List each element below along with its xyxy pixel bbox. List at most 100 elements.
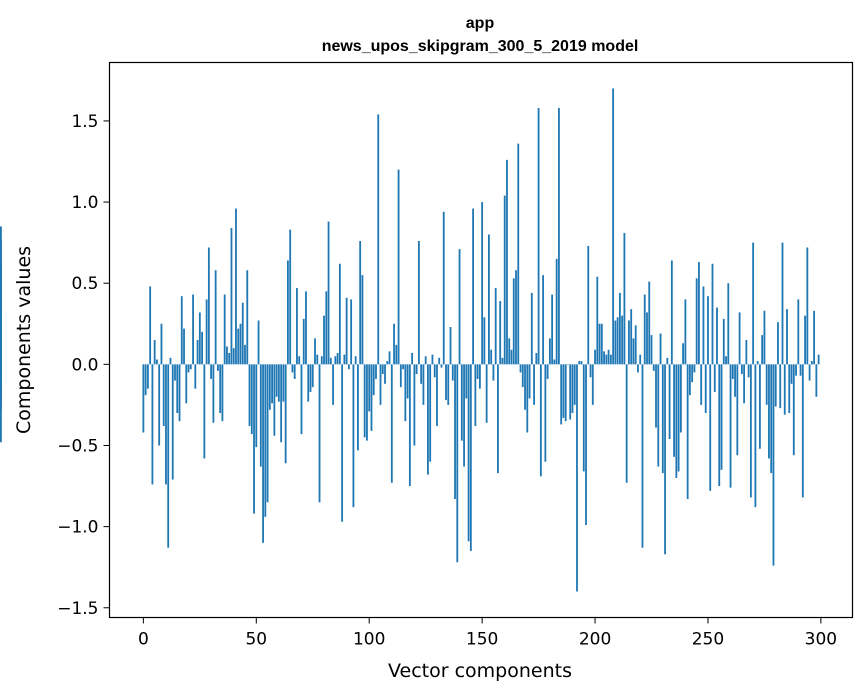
bar-component-99	[366, 364, 368, 441]
bar-component-217	[632, 338, 635, 365]
bar-component-202	[598, 323, 601, 365]
bar-component-299	[817, 354, 820, 365]
y-tick-label: −0.5	[57, 436, 98, 456]
bar-component-262	[734, 364, 736, 397]
bar-component-144	[467, 364, 470, 542]
bar-component-73	[307, 364, 310, 402]
y-tick-label: 1.5	[71, 112, 98, 132]
bar-component-30	[210, 364, 213, 379]
bar-component-141	[460, 364, 463, 441]
bar-component-261	[731, 364, 734, 379]
bar-component-42	[237, 328, 240, 365]
bar-component-277	[768, 364, 770, 459]
bar-component-199	[591, 364, 594, 405]
bar-component-72	[305, 291, 307, 365]
bar-component-200	[594, 349, 596, 365]
bar-component-52	[259, 364, 262, 467]
bar-component-13	[171, 364, 174, 480]
bar-component-245	[695, 278, 698, 365]
bar-component-212	[621, 315, 624, 365]
y-tick-label: −1.5	[57, 599, 98, 619]
bar-component-64	[287, 260, 289, 365]
bar-component-167	[519, 364, 522, 373]
bar-component-181	[551, 294, 554, 365]
bar-component-8	[160, 323, 163, 365]
bar-component-168	[521, 364, 524, 388]
bar-component-23	[194, 364, 197, 389]
bar-component-0	[142, 364, 145, 433]
bar-component-142	[463, 364, 465, 467]
bar-component-284	[783, 364, 786, 415]
bar-component-34	[219, 364, 222, 414]
bar-component-204	[603, 351, 605, 365]
bar-component-39	[230, 228, 233, 365]
chart-subtitle: news_upos_skipgram_300_5_2019 model	[322, 38, 639, 55]
bar-component-260	[729, 364, 732, 488]
bar-component-257	[722, 318, 725, 365]
bar-component-67	[293, 364, 296, 379]
bar-component-233	[668, 364, 671, 439]
bar-component-230	[661, 364, 664, 474]
bar-component-90	[345, 297, 348, 365]
bar-component-161	[506, 159, 508, 365]
bar-component-140	[458, 249, 461, 365]
bar-component-115	[402, 364, 404, 370]
bar-component-20	[187, 364, 190, 373]
bar-component-185	[560, 364, 563, 425]
bar-component-272	[756, 361, 759, 365]
bar-component-241	[686, 364, 689, 500]
bar-component-215	[628, 320, 630, 365]
bar-component-137	[451, 364, 454, 381]
bar-component-177	[542, 275, 545, 365]
bar-component-174	[535, 352, 538, 365]
bar-component-252	[711, 263, 714, 365]
bar-component-33	[217, 364, 219, 371]
bar-component-246	[698, 262, 700, 365]
bar-component-219	[637, 364, 639, 373]
bar-component-190	[571, 364, 574, 414]
bar-component-148	[476, 364, 479, 379]
bar-component-239	[682, 343, 685, 365]
bar-component-108	[386, 361, 389, 365]
bar-component-149	[478, 364, 481, 389]
bar-component-121	[415, 364, 418, 375]
bar-component-66	[291, 364, 294, 373]
bar-component-288	[792, 364, 795, 456]
x-tick-label: 200	[579, 630, 611, 650]
bar-component-59	[275, 364, 278, 397]
y-tick-label: −1.0	[57, 518, 98, 538]
bar-component-84	[332, 364, 334, 405]
bar-component-186	[562, 364, 565, 418]
bar-component-225	[650, 335, 653, 365]
bar-component-197	[587, 245, 590, 365]
bar-component-37	[226, 346, 228, 365]
x-axis-label: Vector components	[388, 660, 572, 682]
x-tick-label: 50	[245, 630, 267, 650]
bar-component-69	[298, 356, 301, 365]
bar-component-228	[657, 364, 660, 467]
bar-component-118	[408, 364, 411, 487]
bar-component-29	[207, 247, 210, 365]
bar-component-94	[354, 356, 357, 365]
bar-component-3	[149, 286, 152, 365]
bar-component-289	[795, 364, 797, 376]
bar-component-196	[585, 364, 587, 525]
bar-component-194	[580, 361, 583, 365]
bar-component-114	[399, 364, 402, 388]
bar-component-298	[815, 364, 818, 397]
bar-component-269	[749, 364, 752, 498]
bar-component-91	[347, 364, 350, 370]
bar-component-253	[713, 364, 716, 392]
bar-component-116	[404, 364, 407, 422]
bar-component-180	[548, 338, 551, 365]
bar-component-267	[745, 340, 748, 365]
bar-component-163	[510, 349, 513, 365]
bar-component-125	[424, 356, 427, 365]
bar-component-276	[765, 364, 768, 405]
bar-component-243	[691, 364, 694, 383]
bar-component-216	[630, 309, 633, 365]
bar-component-55	[266, 364, 269, 503]
bar-component-263	[736, 364, 739, 456]
bar-component-201	[596, 276, 599, 365]
plot-frame	[108, 61, 854, 619]
